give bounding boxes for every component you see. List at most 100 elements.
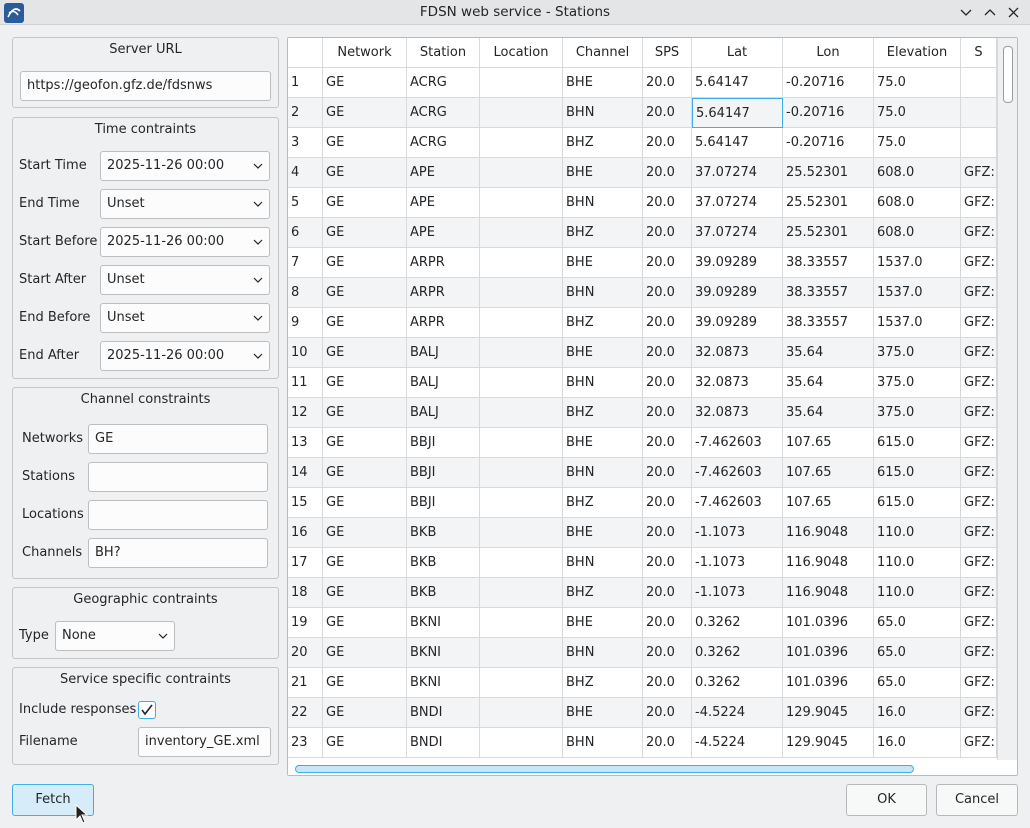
- table-cell: GFZ:: [961, 278, 997, 308]
- table-cell: 116.9048: [783, 578, 874, 608]
- table-cell: BHE: [563, 608, 643, 638]
- table-cell: [480, 398, 563, 428]
- table-cell: BALJ: [407, 368, 480, 398]
- table-cell: [961, 128, 997, 158]
- text-field[interactable]: GE: [88, 424, 268, 454]
- table-cell: [480, 668, 563, 698]
- row-header: 20: [288, 638, 323, 668]
- table-cell: GFZ:: [961, 458, 997, 488]
- table-cell: 375.0: [874, 398, 961, 428]
- table-cell: 32.0873: [692, 368, 783, 398]
- table-cell: 375.0: [874, 368, 961, 398]
- table-cell: -7.462603: [692, 458, 783, 488]
- table-cell: BKB: [407, 548, 480, 578]
- scroll-handle[interactable]: [295, 765, 914, 773]
- horizontal-scrollbar[interactable]: [288, 760, 1017, 775]
- combo-box[interactable]: 2025-11-26 00:00: [100, 151, 270, 181]
- combo-box[interactable]: Unset: [100, 265, 270, 295]
- scroll-handle[interactable]: [1003, 46, 1013, 103]
- combo-value: None: [62, 628, 96, 643]
- chevron: [253, 201, 263, 207]
- table-cell: 20.0: [643, 698, 692, 728]
- row-header: 6: [288, 218, 323, 248]
- fetch-button[interactable]: Fetch: [12, 784, 94, 816]
- table-cell: 37.07274: [692, 158, 783, 188]
- table-cell: GE: [323, 278, 407, 308]
- table-cell: 5.64147: [692, 128, 783, 158]
- table-cell: BBJI: [407, 458, 480, 488]
- table-cell: 615.0: [874, 428, 961, 458]
- table-cell: GE: [323, 668, 407, 698]
- table-cell: -0.20716: [783, 68, 874, 98]
- table-cell: BHN: [563, 638, 643, 668]
- text-field[interactable]: inventory_GE.xml: [138, 727, 271, 757]
- combo-box[interactable]: 2025-11-26 00:00: [100, 227, 270, 257]
- table-cell: 0.3262: [692, 608, 783, 638]
- table-cell: BHZ: [563, 398, 643, 428]
- table-cell: GE: [323, 518, 407, 548]
- text-field[interactable]: [88, 500, 268, 530]
- table-cell: GFZ:: [961, 608, 997, 638]
- table-cell: -4.5224: [692, 728, 783, 758]
- row-header: 2: [288, 98, 323, 128]
- table-cell: GE: [323, 248, 407, 278]
- table-cell: 615.0: [874, 458, 961, 488]
- window-controls[interactable]: [958, 5, 1024, 21]
- row-header: 18: [288, 578, 323, 608]
- table-cell: 20.0: [643, 548, 692, 578]
- table-cell: 0.3262: [692, 638, 783, 668]
- table-cell: GFZ:: [961, 248, 997, 278]
- table-cell: GFZ:: [961, 188, 997, 218]
- table-cell: 1537.0: [874, 248, 961, 278]
- ok-button[interactable]: OK: [846, 784, 927, 816]
- combo-box[interactable]: 2025-11-26 00:00: [100, 341, 270, 371]
- combo-box[interactable]: None: [55, 621, 175, 651]
- app-icon: [4, 3, 24, 23]
- table-cell: BHE: [563, 698, 643, 728]
- table-cell: BHE: [563, 338, 643, 368]
- table-cell: 116.9048: [783, 548, 874, 578]
- table-cell: GFZ:: [961, 218, 997, 248]
- table-cell: [480, 728, 563, 758]
- combo-box[interactable]: Unset: [100, 189, 270, 219]
- table-cell: GFZ:: [961, 518, 997, 548]
- field-label: Include responses: [19, 702, 137, 717]
- table-cell: 25.52301: [783, 188, 874, 218]
- table-cell: BBJI: [407, 428, 480, 458]
- text-field[interactable]: BH?: [88, 538, 268, 568]
- table-cell: GFZ:: [961, 488, 997, 518]
- table-cell: GE: [323, 128, 407, 158]
- table-cell: [480, 578, 563, 608]
- table-cell: 35.64: [783, 398, 874, 428]
- table-cell: 20.0: [643, 458, 692, 488]
- url-field[interactable]: https://geofon.gfz.de/fdsnws: [20, 71, 271, 101]
- table-cell: GE: [323, 398, 407, 428]
- column-header: Lon: [783, 38, 874, 68]
- table-cell: GFZ:: [961, 668, 997, 698]
- field-label: End After: [19, 348, 80, 363]
- field-label: Filename: [19, 734, 78, 749]
- cancel-button[interactable]: Cancel: [936, 784, 1018, 816]
- table-cell: -7.462603: [692, 428, 783, 458]
- table-cell: ACRG: [407, 98, 480, 128]
- field-label: Stations: [22, 469, 75, 484]
- vertical-scrollbar[interactable]: [997, 38, 1017, 760]
- text-field[interactable]: [88, 462, 268, 492]
- chevron: [253, 277, 263, 283]
- table-cell: -7.462603: [692, 488, 783, 518]
- row-header: 23: [288, 728, 323, 758]
- combo-value: Unset: [107, 272, 145, 287]
- combo-value: Unset: [107, 196, 145, 211]
- table-cell: 75.0: [874, 68, 961, 98]
- field-label: Channels: [22, 545, 83, 560]
- table-cell: BNDI: [407, 728, 480, 758]
- checkmark: [141, 704, 153, 716]
- mouse-cursor: [75, 804, 89, 824]
- table-cell: 107.65: [783, 458, 874, 488]
- table-cell: 107.65: [783, 488, 874, 518]
- checkbox[interactable]: [138, 701, 156, 719]
- table-cell: GFZ:: [961, 368, 997, 398]
- combo-box[interactable]: Unset: [100, 303, 270, 333]
- stations-table[interactable]: Network Station Location Channel SPS Lat Lon El…: [287, 37, 1018, 776]
- table-cell: 0.3262: [692, 668, 783, 698]
